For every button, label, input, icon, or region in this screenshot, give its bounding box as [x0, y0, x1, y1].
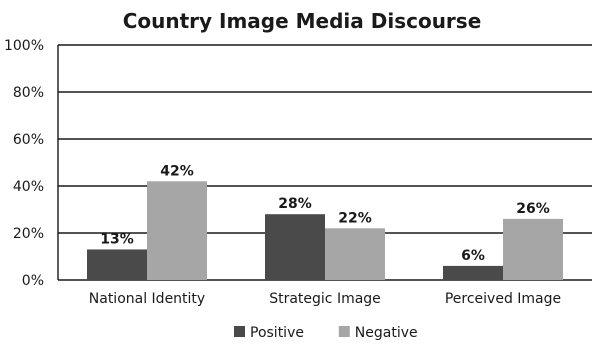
category-label-2: Perceived Image	[445, 291, 561, 307]
bar-positive-2	[443, 265, 503, 280]
y-tick-label-80: 80%	[13, 85, 44, 101]
data-labels: 13% 42% 28% 22% 6% 26%	[100, 163, 550, 264]
bar-negative-2	[503, 218, 563, 280]
data-label-negative-0: 42%	[160, 163, 194, 179]
bar-positive-0	[87, 249, 147, 280]
y-tick-label-100: 100%	[4, 38, 44, 54]
category-label-0: National Identity	[89, 291, 205, 307]
data-label-positive-2: 6%	[461, 248, 485, 264]
bar-negative-1	[325, 228, 385, 280]
category-label-1: Strategic Image	[269, 291, 381, 307]
data-label-negative-1: 22%	[338, 210, 372, 226]
data-label-positive-1: 28%	[278, 196, 312, 212]
legend-swatch-positive	[234, 326, 245, 337]
bars	[87, 181, 563, 280]
chart-title: Country Image Media Discourse	[123, 9, 482, 33]
legend: Positive Negative	[234, 325, 418, 341]
data-label-positive-0: 13%	[100, 231, 134, 247]
y-axis-ticks: 0% 20% 40% 60% 80% 100%	[4, 38, 44, 289]
bar-positive-1	[265, 214, 325, 280]
x-axis-categories: National Identity Strategic Image Perceive…	[89, 291, 561, 307]
y-tick-label-40: 40%	[13, 179, 44, 195]
bar-negative-0	[147, 181, 207, 280]
y-tick-label-0: 0%	[22, 273, 44, 289]
y-tick-label-20: 20%	[13, 226, 44, 242]
y-tick-label-60: 60%	[13, 132, 44, 148]
legend-swatch-negative	[338, 326, 350, 337]
legend-label-positive: Positive	[250, 325, 304, 341]
legend-label-negative: Negative	[355, 325, 418, 341]
data-label-negative-2: 26%	[516, 201, 550, 217]
